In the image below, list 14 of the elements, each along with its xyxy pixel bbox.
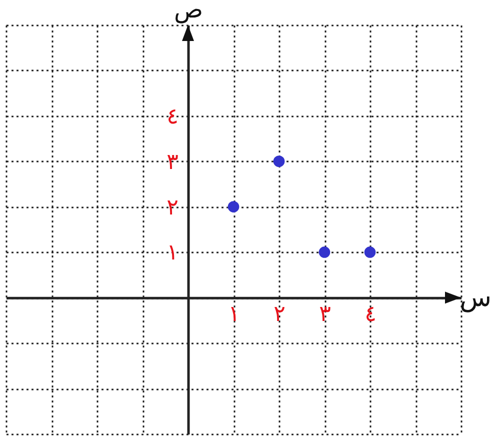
y-tick-label: ١ — [166, 240, 178, 266]
x-tick-label: ١ — [228, 302, 240, 328]
x-axis-title: س — [460, 283, 492, 314]
y-tick-label: ٤ — [166, 104, 178, 130]
y-tick-label: ٣ — [166, 150, 179, 175]
x-tick-label: ٢ — [274, 302, 286, 328]
point — [273, 156, 285, 168]
x-tick-label: ٤ — [364, 302, 376, 328]
point — [364, 246, 376, 258]
y-tick-label: ٢ — [166, 195, 178, 220]
point — [318, 246, 330, 258]
x-tick-label: ٣ — [319, 302, 332, 328]
point — [228, 201, 240, 212]
y-axis-title: ص — [174, 0, 204, 24]
